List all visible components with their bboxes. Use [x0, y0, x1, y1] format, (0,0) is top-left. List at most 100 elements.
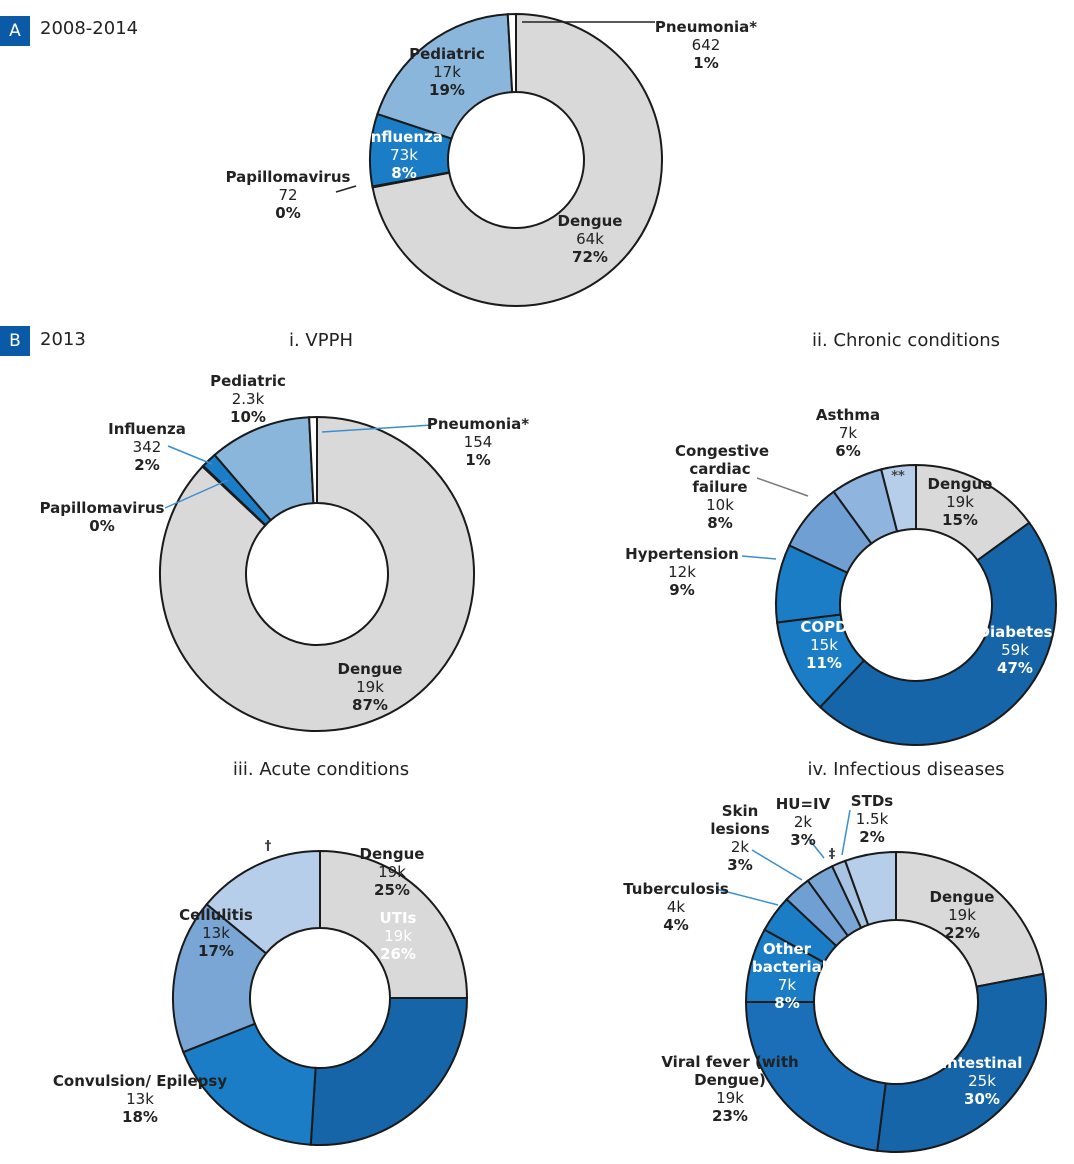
donut-chart-4: [715, 809, 1047, 1153]
slice-cellulitis: [172, 902, 268, 1054]
label-count: 17k: [433, 63, 461, 81]
label-label: Pediatric: [210, 372, 286, 390]
label-label: COPD: [800, 618, 848, 636]
leader-line: [751, 849, 803, 881]
label-count: 19k: [946, 493, 974, 511]
label-count: 59k: [1001, 641, 1029, 659]
label-label: Skin lesions: [710, 802, 770, 838]
label-count: 10k: [706, 496, 734, 514]
label-label: Other bacterial: [752, 940, 827, 976]
leader-line: [741, 555, 777, 560]
label-percent-label: 25%: [374, 881, 410, 899]
label-count: 19k: [378, 863, 406, 881]
label-percent-label: 26%: [380, 945, 416, 963]
label-count: 342: [132, 438, 162, 456]
slice-stds: [843, 850, 897, 927]
label-count: 2k: [730, 838, 750, 856]
label-percent-label: 23%: [712, 1107, 748, 1125]
label-intestinal: Intestinal 25k 30%: [942, 1054, 1023, 1108]
label-percent-label: 8%: [774, 994, 800, 1012]
leader-line: [756, 477, 809, 497]
label-count: 642: [691, 36, 721, 54]
slice-dengue: [895, 850, 1045, 988]
label-count: 1.5k: [855, 810, 889, 828]
label-label: Dengue: [557, 212, 623, 230]
label-label: Dengue: [359, 845, 425, 863]
panel-b-badge: B: [0, 326, 30, 356]
leader-line: [807, 837, 825, 859]
label-label: Diabetes: [977, 623, 1053, 641]
label-percent-label: 1%: [465, 451, 491, 469]
label-label: **: [891, 469, 905, 484]
label-count: 13k: [202, 924, 230, 942]
label-percent-label: 1%: [693, 54, 719, 72]
donut-chart-3: [172, 849, 469, 1146]
label-label: Hypertension: [625, 545, 739, 563]
label-count: 19k: [948, 906, 976, 924]
label-unlabeled: †: [265, 838, 272, 856]
label-label: UTIs: [379, 909, 417, 927]
label-percent-label: 18%: [122, 1108, 158, 1126]
label-count: 13k: [126, 1090, 154, 1108]
label-label: Convulsion/ Epilepsy: [52, 1072, 228, 1090]
label-percent-label: 87%: [352, 696, 388, 714]
label-other-bacterial: Other bacterial 7k 8%: [752, 940, 827, 1012]
label-label: Viral fever (with Dengue): [661, 1053, 799, 1089]
label-count: 19k: [356, 678, 384, 696]
label-dengue: Dengue 64k 72%: [558, 212, 623, 266]
leader-line: [321, 424, 433, 433]
label-percent-label: 3%: [727, 856, 753, 874]
leader-line: [164, 479, 229, 509]
chart-title-acute: iii. Acute conditions: [232, 759, 410, 780]
label-percent-label: 47%: [997, 659, 1033, 677]
label-count: 15k: [810, 636, 838, 654]
label-percent-label: 11%: [806, 654, 842, 672]
label-percent-label: 19%: [429, 81, 465, 99]
label-pediatric: Pediatric 17k 19%: [409, 45, 485, 99]
chart-title-vpph: i. VPPH: [288, 330, 354, 351]
label-percent-label: 2%: [859, 828, 885, 846]
label-pneumonia: Pneumonia* 642 1%: [655, 18, 757, 72]
label-percent-label: 9%: [669, 581, 695, 599]
label-label: Papillomavirus: [225, 168, 351, 186]
leader-line: [167, 445, 213, 465]
label-count: 25k: [968, 1072, 996, 1090]
slice-pediatric: [376, 13, 514, 140]
label-percent-label: 0%: [275, 204, 301, 222]
label-influenza: Influenza 73k 8%: [365, 128, 443, 182]
donut-chart-0: [335, 12, 663, 307]
label-percent-label: 4%: [663, 916, 689, 934]
label-label: Congestive cardiac failure: [675, 442, 770, 496]
leader-line: [841, 809, 851, 856]
label-diabetes: Diabetes 59k 47%: [978, 623, 1053, 677]
label-count: 7k: [777, 976, 797, 994]
label-congestive-cardiac-failure: Congestive cardiac failure 10k 8%: [675, 442, 770, 532]
slice-pneumonia: [308, 415, 318, 505]
slice-unlabeled: [879, 463, 917, 533]
slice-viral-fever-with-dengue: [744, 1001, 887, 1152]
label-label: Tuberculosis: [623, 880, 729, 898]
label-label: Influenza: [108, 420, 186, 438]
label-unlabeled: ‡: [829, 846, 836, 864]
label-label: Intestinal: [941, 1054, 1023, 1072]
label-dengue: Dengue 19k 87%: [338, 660, 403, 714]
chart-title-chronic: ii. Chronic conditions: [811, 330, 1001, 351]
slice-unlabeled: [205, 849, 321, 955]
label-unlabeled: **: [891, 468, 905, 486]
slice-pneumonia: [506, 12, 517, 94]
label-copd: COPD 15k 11%: [800, 618, 847, 672]
label-stds: STDs 1.5k 2%: [851, 792, 893, 846]
label-label: Dengue: [337, 660, 403, 678]
label-label: Dengue: [927, 475, 993, 493]
slice-dengue: [371, 12, 663, 307]
leader-line: [715, 888, 779, 906]
label-count: 72: [278, 186, 298, 204]
slice-diabetes: [818, 521, 1057, 746]
label-percent-label: 3%: [790, 831, 816, 849]
label-influenza: Influenza 342 2%: [108, 420, 186, 474]
label-percent-label: 0%: [89, 517, 115, 535]
label-percent-label: 30%: [964, 1090, 1000, 1108]
label-label: Papillomavirus: [39, 499, 165, 517]
label-label: HU=IV: [775, 795, 831, 813]
label-percent-label: 17%: [198, 942, 234, 960]
